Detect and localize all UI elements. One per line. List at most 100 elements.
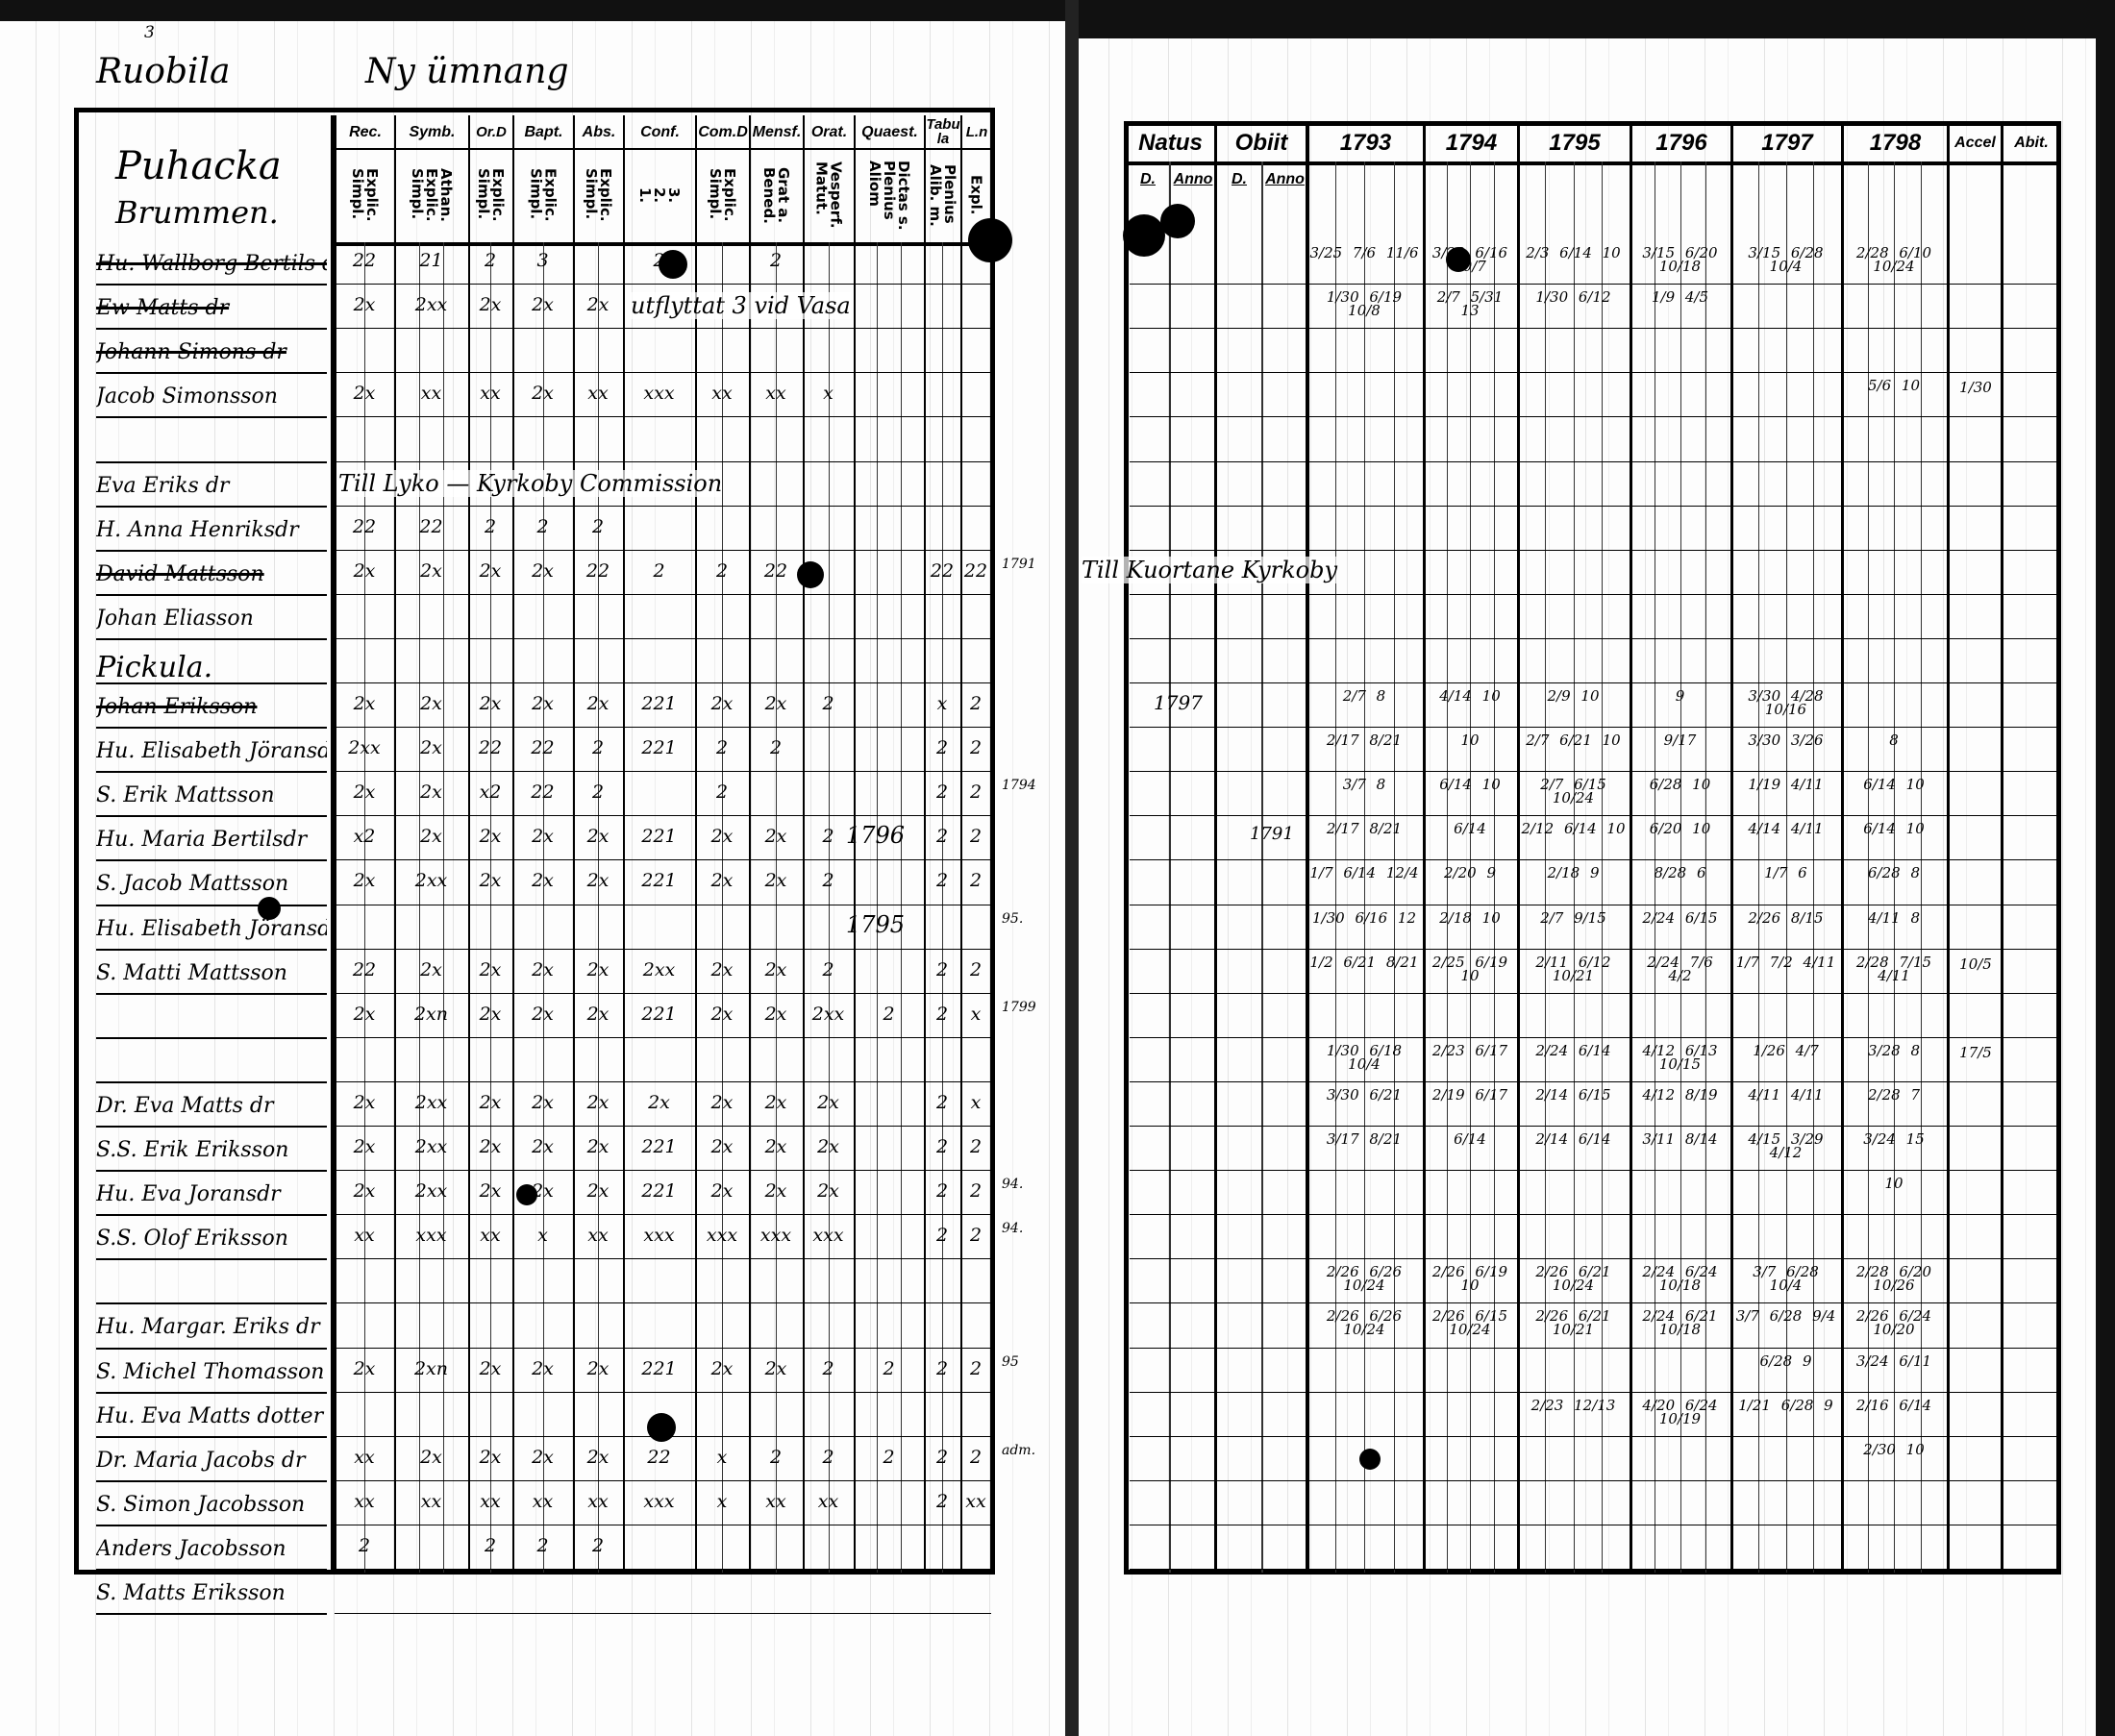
catechism-mark: x2 — [479, 781, 502, 804]
subcolumn-divider — [877, 242, 879, 1573]
row-divider — [335, 460, 991, 462]
row-divider — [1130, 460, 2057, 462]
communion-dates: 6/14 — [1454, 820, 1486, 838]
name-underline — [96, 1126, 327, 1128]
catechism-mark: xx — [480, 1490, 501, 1512]
communion-dates: 2/17 8/21 — [1326, 732, 1403, 750]
ink-blot — [1446, 247, 1471, 272]
communion-dates: 3/28 8 — [1868, 1041, 1920, 1059]
communion-dates: 1/30 6/16 12 — [1312, 908, 1416, 927]
catechism-mark: 2x — [764, 826, 787, 848]
catechism-mark: 2 — [822, 826, 834, 848]
catechism-mark: 2 — [769, 1446, 783, 1468]
row-divider — [1130, 637, 2057, 639]
communion-dates: 2/24 6/21 10/18 — [1642, 1307, 1718, 1339]
person-name: S.S. Olof Eriksson — [96, 1227, 288, 1252]
catechism-mark: 2x — [532, 693, 554, 714]
communion-dates: 2/23 6/17 — [1431, 1041, 1508, 1059]
row-divider — [335, 416, 991, 418]
catechism-mark: 2 — [358, 1534, 371, 1556]
catechism-mark: 2x — [532, 958, 554, 980]
name-underline — [96, 682, 327, 684]
column-divider — [960, 115, 962, 1573]
communion-dates: 4/15 3/29 4/12 — [1748, 1130, 1824, 1161]
communion-dates: 9/17 — [1663, 732, 1697, 750]
communion-dates: 1/19 4/11 — [1748, 776, 1824, 794]
catechism-mark: 2x — [764, 1180, 787, 1203]
catechism-mark: 2 — [935, 870, 949, 892]
catechism-mark: 22 — [647, 1446, 671, 1468]
row-divider — [335, 1613, 991, 1615]
name-underline — [96, 284, 327, 286]
catechism-mark: 2x — [532, 559, 554, 582]
communion-dates: 2/14 6/15 — [1535, 1085, 1611, 1104]
communion-dates: 3/15 6/28 10/4 — [1748, 244, 1824, 275]
name-underline — [96, 1524, 327, 1526]
catechism-mark: 2xn — [413, 1357, 449, 1379]
row-divider — [1130, 1036, 2057, 1038]
communion-dates: 3/24 6/11 — [1855, 1352, 1932, 1370]
catechism-mark: 2 — [935, 1225, 949, 1247]
catechism-mark: 2x — [586, 1091, 610, 1113]
catechism-mark: 2xx — [414, 294, 448, 316]
catechism-mark: xx — [965, 1490, 986, 1512]
column-subheader: Grat a. Bened. — [760, 166, 792, 224]
communion-dates: 5/6 10 — [1868, 377, 1920, 395]
catechism-mark: 2 — [883, 1446, 895, 1468]
row-divider — [335, 771, 991, 773]
communion-dates: 3/30 4/28 10/16 — [1748, 687, 1824, 718]
catechism-mark: x — [823, 383, 834, 405]
column-subheader: Explic. Simpl. — [349, 168, 381, 222]
ink-blot — [1123, 214, 1165, 257]
subcolumn-divider — [1493, 161, 1495, 1573]
communion-dates: 8/28 6 — [1654, 864, 1706, 882]
communion-dates: 2/3 6/14 10 — [1526, 244, 1621, 261]
name-underline — [96, 1435, 327, 1438]
catechism-mark: 2x — [420, 693, 442, 714]
communion-dates: 10 — [1884, 1175, 1904, 1193]
communion-dates: 3/17 8/21 — [1326, 1130, 1403, 1148]
row-annotation: utflyttat 3 vid Vasa — [631, 292, 851, 320]
row-divider — [1130, 1214, 2057, 1216]
row-divider — [1130, 1170, 2057, 1172]
row-divider — [1130, 948, 2057, 950]
catechism-mark: 22 — [963, 559, 988, 582]
catechism-mark: 2 — [822, 1446, 834, 1468]
communion-dates: 1/26 4/7 — [1753, 1041, 1819, 1059]
catechism-mark: 2 — [484, 1534, 497, 1556]
catechism-mark: 21 — [419, 250, 443, 271]
row-divider — [335, 593, 991, 595]
catechism-mark: 2x — [532, 294, 554, 316]
column-divider — [394, 115, 396, 1573]
year-header: 1796 — [1655, 130, 1707, 156]
catechism-mark: 2x — [479, 870, 502, 892]
column-subheader: Vesperf. Matut. — [812, 161, 845, 229]
communion-dates: 2/16 6/14 — [1855, 1396, 1932, 1414]
catechism-mark: 2 — [935, 1136, 949, 1157]
catechism-mark: 2x — [532, 1091, 554, 1113]
catechism-mark: xx — [765, 383, 786, 405]
catechism-mark: 2 — [883, 1357, 895, 1379]
catechism-mark: 2x — [586, 826, 610, 848]
column-header: Abit. — [2014, 135, 2049, 151]
subcolumn-divider — [1545, 161, 1547, 1573]
catechism-mark: 2 — [969, 826, 983, 848]
communion-dates: 2/26 6/19 10 — [1431, 1263, 1508, 1295]
catechism-mark: 2x — [353, 1180, 376, 1203]
catechism-mark: 2x — [353, 693, 376, 714]
catechism-mark: 2x — [764, 1357, 787, 1379]
catechism-mark: 2x — [710, 1357, 734, 1379]
column-divider — [2001, 125, 2003, 1573]
communion-dates: 2/17 8/21 — [1326, 820, 1403, 838]
catechism-mark: 2x — [817, 1091, 839, 1113]
communion-dates: 1/30 6/19 10/8 — [1326, 288, 1403, 320]
catechism-mark: 221 — [641, 693, 677, 714]
row-divider — [1130, 1391, 2057, 1393]
catechism-mark: xx — [817, 1490, 839, 1512]
subcolumn-divider — [443, 242, 445, 1573]
row-divider — [1130, 1080, 2057, 1082]
catechism-mark: xxx — [759, 1225, 792, 1247]
row-divider — [1130, 1258, 2057, 1260]
accel-date: 1/30 — [1959, 379, 1992, 397]
communion-dates: 2/26 6/21 10/21 — [1535, 1307, 1611, 1339]
